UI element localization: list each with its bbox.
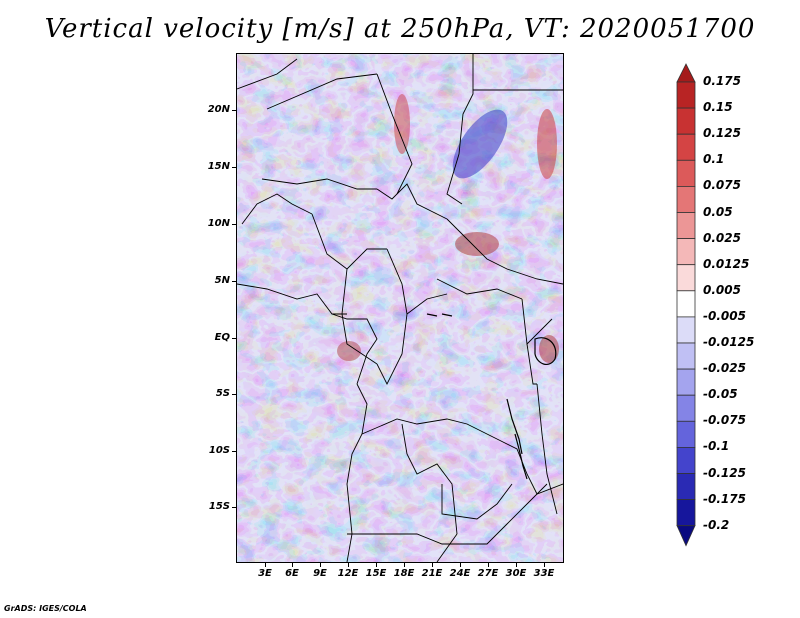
x-axis-label: 3E — [258, 568, 272, 579]
velocity-bias-overlay — [237, 54, 563, 562]
colorbar-label: 0.125 — [703, 126, 741, 141]
colorbar-label: 0.175 — [703, 74, 741, 88]
colorbar-label: 0.025 — [703, 230, 741, 245]
x-axis-label: 12E — [337, 568, 359, 579]
strong-ascent-feature — [537, 109, 557, 179]
colorbar-label: 0.15 — [703, 100, 733, 115]
y-tick — [232, 110, 236, 111]
y-tick — [232, 394, 236, 395]
colorbar-segment — [676, 264, 696, 292]
colorbar — [676, 63, 696, 547]
x-tick — [320, 563, 321, 567]
y-tick — [232, 224, 236, 225]
y-axis-label: 15N — [207, 161, 230, 172]
x-axis-label: 30E — [505, 568, 527, 579]
convective-cluster — [539, 335, 559, 363]
x-tick — [544, 563, 545, 567]
x-tick — [488, 563, 489, 567]
colorbar-top-arrow — [676, 63, 696, 83]
strong-descent-feature — [452, 109, 508, 179]
x-tick — [460, 563, 461, 567]
vertical-velocity-map — [236, 53, 564, 563]
y-axis-label: 10S — [208, 445, 230, 456]
lakes — [426, 313, 557, 480]
colorbar-segment — [676, 290, 696, 318]
colorbar-segment — [676, 446, 696, 474]
y-tick — [232, 281, 236, 282]
colorbar-segment — [676, 342, 696, 370]
colorbar-label: -0.1 — [703, 439, 730, 454]
colorbar-segment — [676, 238, 696, 266]
map-title: Vertical velocity [m/s] at 250hPa, VT: 2… — [44, 14, 756, 44]
y-axis-label: 5N — [214, 275, 230, 286]
colorbar-segment — [676, 316, 696, 344]
x-tick — [404, 563, 405, 567]
x-axis-label: 15E — [365, 568, 387, 579]
colorbar-label: 0.075 — [703, 178, 741, 193]
y-tick — [232, 338, 236, 339]
colorbar-label: -0.175 — [703, 491, 746, 506]
x-axis-label: 18E — [393, 568, 415, 579]
colorbar-segment — [676, 81, 696, 109]
colorbar-segment — [676, 107, 696, 135]
colorbar-label: -0.05 — [703, 387, 738, 402]
colorbar-label: 0.005 — [703, 282, 741, 297]
colorbar-label: -0.005 — [703, 308, 746, 323]
grads-credit: GrADS: IGES/COLA — [4, 604, 87, 613]
colorbar-segment — [676, 420, 696, 448]
x-axis-label: 27E — [477, 568, 499, 579]
x-axis-label: 6E — [285, 568, 299, 579]
colorbar-label: 0.0125 — [703, 256, 750, 271]
velocity-field — [237, 54, 563, 562]
colorbar-label: -0.025 — [703, 361, 746, 376]
y-tick — [232, 167, 236, 168]
x-axis-label: 21E — [421, 568, 443, 579]
x-tick — [265, 563, 266, 567]
x-tick — [376, 563, 377, 567]
colorbar-label: -0.2 — [703, 517, 730, 532]
colorbar-segment — [676, 159, 696, 187]
colorbar-segment — [676, 186, 696, 213]
colorbar-segment — [676, 499, 696, 527]
y-axis-label: EQ — [214, 332, 230, 343]
x-axis-label: 33E — [533, 568, 555, 579]
colorbar-segment — [676, 368, 696, 396]
colorbar-bottom-arrow — [676, 525, 696, 547]
y-tick — [232, 451, 236, 452]
colorbar-label: 0.05 — [703, 204, 733, 219]
country-borders — [237, 54, 563, 562]
y-axis-label: 15S — [208, 501, 230, 512]
colorbar-segment — [676, 394, 696, 422]
y-axis-label: 20N — [207, 104, 230, 115]
y-tick — [232, 507, 236, 508]
colorbar-segment — [676, 473, 696, 501]
convective-cluster — [337, 341, 361, 361]
colorbar-label: 0.1 — [703, 152, 725, 167]
y-axis-label: 5S — [215, 388, 230, 399]
y-axis-label: 10N — [207, 218, 230, 229]
x-axis-label: 9E — [313, 568, 327, 579]
colorbar-label: -0.0125 — [703, 335, 755, 349]
colorbar-segment — [676, 133, 696, 161]
colorbar-label: -0.125 — [703, 465, 746, 480]
x-tick — [348, 563, 349, 567]
x-axis-label: 24E — [449, 568, 471, 579]
x-tick — [292, 563, 293, 567]
convective-cluster — [455, 232, 499, 256]
colorbar-label: -0.075 — [703, 413, 746, 428]
colorbar-segment — [676, 212, 696, 240]
x-tick — [516, 563, 517, 567]
strong-ascent-feature — [394, 94, 410, 154]
x-tick — [432, 563, 433, 567]
